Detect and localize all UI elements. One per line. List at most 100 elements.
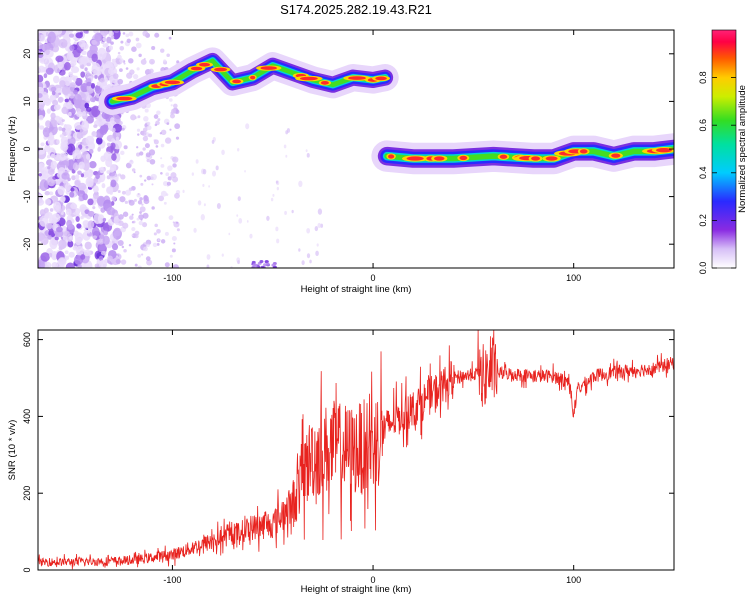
noise-blob (143, 246, 148, 252)
noise-blob (72, 245, 79, 251)
noise-blob (138, 53, 142, 58)
noise-blob (146, 259, 153, 266)
noise-blob (174, 192, 180, 199)
noise-blob (170, 108, 177, 114)
snr-x-ticks: -100 0 100 (163, 330, 581, 585)
noise-blob (249, 233, 253, 239)
noise-blob (266, 215, 270, 221)
noise-blob (154, 32, 160, 38)
noise-blob (53, 154, 61, 161)
noise-blob (134, 263, 138, 267)
spectrogram-noise (38, 30, 324, 268)
noise-blob (101, 183, 106, 189)
noise-blob (202, 168, 207, 175)
noise-blob (83, 249, 91, 257)
noise-blob (216, 202, 221, 210)
noise-blob (44, 99, 51, 104)
noise-blob (110, 35, 115, 40)
noise-blob (38, 86, 45, 94)
noise-blob (91, 105, 101, 118)
ridge-hotspot (656, 148, 672, 153)
noise-blob (117, 190, 121, 194)
noise-blob (150, 173, 157, 181)
spectrogram-y-label: Frequency (Hz) (7, 116, 18, 181)
noise-blob (228, 232, 231, 236)
noise-blob (48, 217, 57, 224)
noise-blob (158, 195, 165, 202)
noise-blob (153, 139, 159, 145)
noise-blob (137, 133, 140, 136)
ridge-hotspot (260, 66, 277, 70)
noise-blob (159, 132, 162, 135)
noise-blob (120, 174, 126, 180)
noise-blob (69, 82, 77, 88)
noise-blob (117, 153, 121, 157)
noise-blob (122, 211, 129, 217)
noise-blob (146, 121, 151, 126)
y-tick-label: 0 (22, 146, 32, 151)
noise-blob (72, 48, 81, 58)
noise-blob (74, 180, 81, 186)
noise-blob (160, 190, 167, 197)
noise-blob (172, 163, 177, 168)
colorbar-tick-label: 0.8 (698, 71, 708, 84)
noise-blob (221, 253, 224, 257)
noise-blob (252, 263, 257, 267)
noise-blob (212, 170, 217, 177)
noise-blob (206, 264, 210, 268)
noise-blob (50, 153, 55, 159)
noise-blob (75, 77, 83, 86)
noise-blob (237, 147, 240, 152)
noise-blob (108, 45, 113, 51)
noise-blob (160, 129, 167, 136)
ridge-hotspot (116, 96, 133, 101)
noise-blob (112, 227, 123, 240)
noise-blob (75, 216, 80, 222)
ridge-hotspot (232, 79, 242, 84)
noise-blob (140, 58, 147, 65)
noise-blob (56, 180, 61, 186)
y-tick-label: -10 (22, 190, 32, 203)
noise-blob (109, 163, 117, 172)
noise-blob (275, 226, 279, 232)
noise-blob (142, 147, 146, 151)
noise-blob (49, 208, 54, 212)
noise-blob (129, 159, 134, 165)
noise-blob (50, 112, 56, 120)
noise-blob (141, 203, 144, 206)
noise-blob (139, 211, 142, 214)
noise-blob (89, 97, 96, 103)
noise-blob (131, 46, 137, 52)
noise-blob (314, 225, 319, 232)
noise-blob (134, 234, 139, 239)
noise-blob (153, 114, 159, 119)
noise-blob (265, 262, 270, 266)
noise-blob (276, 238, 280, 244)
noise-blob (317, 208, 323, 215)
noise-blob (77, 170, 82, 175)
ridge-post-gap (371, 133, 674, 175)
noise-blob (130, 114, 137, 121)
noise-blob (136, 193, 141, 198)
noise-blob (270, 197, 274, 202)
noise-blob (102, 217, 107, 222)
noise-blob (121, 127, 125, 131)
noise-blob (80, 56, 89, 67)
noise-blob (47, 30, 51, 33)
noise-blob (115, 259, 121, 265)
noise-blob (80, 71, 86, 78)
noise-blob (77, 182, 87, 191)
noise-blob (110, 179, 117, 188)
noise-blob (169, 254, 173, 258)
noise-blob (160, 163, 165, 168)
noise-blob (83, 30, 89, 34)
noise-blob (73, 89, 78, 95)
x-tick-label: 0 (371, 575, 376, 585)
noise-blob (107, 155, 113, 162)
noise-blob (65, 208, 72, 216)
noise-blob (141, 253, 144, 256)
noise-blob (146, 125, 152, 131)
snr-x-label: Height of straight line (km) (301, 584, 412, 595)
noise-blob (89, 169, 93, 174)
